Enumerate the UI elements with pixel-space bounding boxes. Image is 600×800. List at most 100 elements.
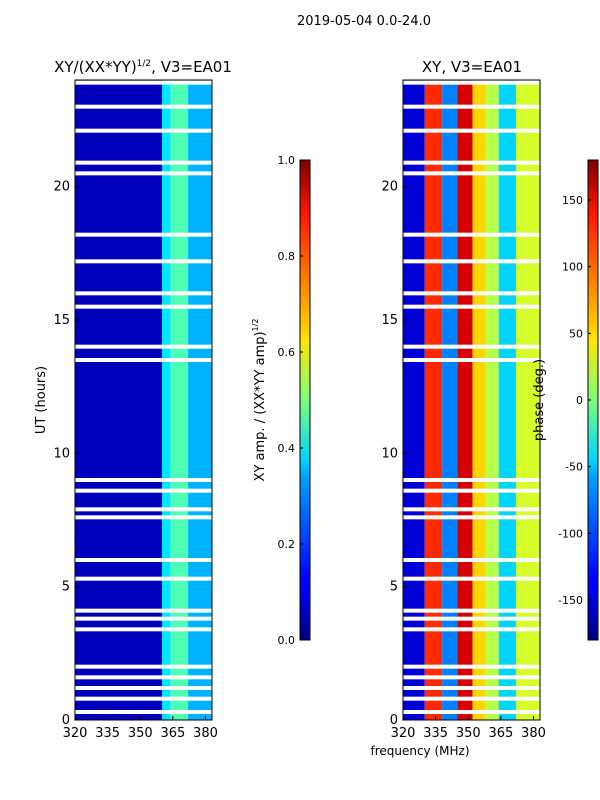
y-tick-label: 5 xyxy=(390,580,398,595)
flagged-row-10 xyxy=(75,515,212,520)
phase-colorbar: -150 -100 -50 0 50 100 150 phase (deg.) xyxy=(532,159,599,641)
flagged-row-6 xyxy=(75,616,212,621)
flagged-row-13 xyxy=(75,478,212,482)
flagged-row-22 xyxy=(403,128,540,133)
flagged-row-18 xyxy=(75,259,212,264)
flagged-row-11 xyxy=(75,507,212,512)
heatmap-band-2 xyxy=(442,80,458,720)
flagged-row-13 xyxy=(403,478,540,482)
amplitude-panel-title: XY/(XX*YY)1/2, V3=EA01 xyxy=(54,58,232,76)
flagged-row-4 xyxy=(75,664,212,669)
heatmap-band-0 xyxy=(403,80,425,720)
phase-colorbar-label: phase (deg.) xyxy=(532,359,547,441)
amplitude-panel: XY/(XX*YY)1/2, V3=EA01 320 335 350 365 380 0… xyxy=(34,58,232,741)
flagged-row-23 xyxy=(403,104,540,109)
amplitude-y-ticks: 0 5 10 15 20 xyxy=(53,180,79,728)
amplitude-colorbar: 0.0 0.2 0.4 0.6 0.8 1.0 XY amp. / (XX*YY amp)… xyxy=(251,154,311,647)
amplitude-plot-frame xyxy=(74,79,213,721)
amplitude-colorbar-label: XY amp. / (XX*YY amp)1/2 xyxy=(251,319,268,482)
phase-colorbar-ticks: -150 -100 -50 0 50 100 150 xyxy=(558,194,591,607)
flagged-row-19 xyxy=(403,232,540,237)
colorbar-tick-label: -150 xyxy=(558,594,583,607)
flagged-row-22 xyxy=(75,128,212,133)
flagged-row-2 xyxy=(403,686,540,690)
heatmap-band-3 xyxy=(188,80,212,720)
flagged-row-8 xyxy=(75,576,212,581)
y-tick-label: 15 xyxy=(381,313,398,328)
y-tick-label: 0 xyxy=(390,713,398,728)
x-tick-label: 365 xyxy=(160,726,185,741)
colorbar-tick-label: 0.4 xyxy=(278,442,296,455)
amplitude-x-ticks: 320 335 350 365 380 xyxy=(63,716,218,741)
x-tick-label: 320 xyxy=(391,726,416,741)
colorbar-tick-label: -50 xyxy=(565,461,583,474)
amplitude-title-exponent: 1/2 xyxy=(137,59,151,69)
flagged-row-6 xyxy=(403,616,540,621)
heatmap-band-1 xyxy=(161,80,171,720)
flagged-row-14 xyxy=(403,358,540,362)
phase-x-ticks: 320 335 350 365 380 xyxy=(391,716,546,741)
colorbar-tick-label: 150 xyxy=(562,194,583,207)
flagged-row-1 xyxy=(75,696,212,701)
colorbar-tick-label: 100 xyxy=(562,261,583,274)
heatmap-band-5 xyxy=(485,80,499,720)
amplitude-colorbar-ticks: 0.0 0.2 0.4 0.6 0.8 1.0 xyxy=(278,154,303,647)
heatmap-band-1 xyxy=(424,80,443,720)
y-tick-label: 20 xyxy=(381,180,398,195)
flagged-row-8 xyxy=(403,576,540,581)
y-tick-label: 20 xyxy=(53,180,70,195)
flagged-row-3 xyxy=(75,675,212,680)
flagged-row-0 xyxy=(75,710,212,714)
colorbar-tick-label: 1.0 xyxy=(278,154,296,167)
x-tick-label: 335 xyxy=(423,726,448,741)
y-tick-label: 10 xyxy=(381,446,398,461)
phase-heatmap xyxy=(403,80,540,720)
flagged-row-16 xyxy=(75,304,212,309)
heatmap-band-2 xyxy=(170,80,189,720)
flagged-row-4 xyxy=(403,664,540,669)
phase-plot-frame xyxy=(402,79,541,721)
flagged-row-5 xyxy=(403,627,540,632)
flagged-row-2 xyxy=(75,686,212,690)
x-tick-label: 365 xyxy=(488,726,513,741)
phase-panel-title: XY, V3=EA01 xyxy=(422,58,522,76)
flagged-row-11 xyxy=(403,507,540,512)
flagged-row-14 xyxy=(75,358,212,362)
flagged-row-3 xyxy=(403,675,540,680)
flagged-row-15 xyxy=(403,344,540,349)
flagged-row-9 xyxy=(403,558,540,562)
x-tick-label: 350 xyxy=(128,726,153,741)
x-tick-label: 380 xyxy=(521,726,546,741)
colorbar-tick-label: 0.2 xyxy=(278,538,296,551)
colorbar-tick-label: 0.0 xyxy=(278,634,296,647)
phase-y-ticks: 0 5 10 15 20 xyxy=(381,180,407,728)
heatmap-band-3 xyxy=(457,80,473,720)
amplitude-title-text: XY/(XX*YY) xyxy=(54,58,137,76)
flagged-row-20 xyxy=(75,171,212,176)
heatmap-band-0 xyxy=(75,80,162,720)
y-tick-label: 10 xyxy=(53,446,70,461)
flagged-row-24 xyxy=(75,80,212,85)
flagged-row-16 xyxy=(403,304,540,309)
flagged-row-23 xyxy=(75,104,212,109)
x-tick-label: 350 xyxy=(456,726,481,741)
flagged-row-10 xyxy=(403,515,540,520)
colorbar-tick-label: 0 xyxy=(576,394,583,407)
amplitude-colorbar-label-exponent: 1/2 xyxy=(251,319,260,332)
x-tick-label: 320 xyxy=(63,726,88,741)
amplitude-title-suffix: , V3=EA01 xyxy=(151,58,232,76)
colorbar-tick-label: 50 xyxy=(569,327,583,340)
flagged-row-21 xyxy=(403,160,540,165)
flagged-row-7 xyxy=(75,608,212,613)
shared-x-axis-label: frequency (MHz) xyxy=(370,744,469,758)
flagged-row-24 xyxy=(403,80,540,85)
colorbar-tick-label: -100 xyxy=(558,527,583,540)
amplitude-colorbar-gradient xyxy=(299,159,311,641)
flagged-row-18 xyxy=(403,259,540,264)
colorbar-tick-label: 0.6 xyxy=(278,346,296,359)
flagged-row-15 xyxy=(75,344,212,349)
y-tick-label: 5 xyxy=(62,580,70,595)
flagged-row-17 xyxy=(75,291,212,296)
flagged-row-19 xyxy=(75,232,212,237)
